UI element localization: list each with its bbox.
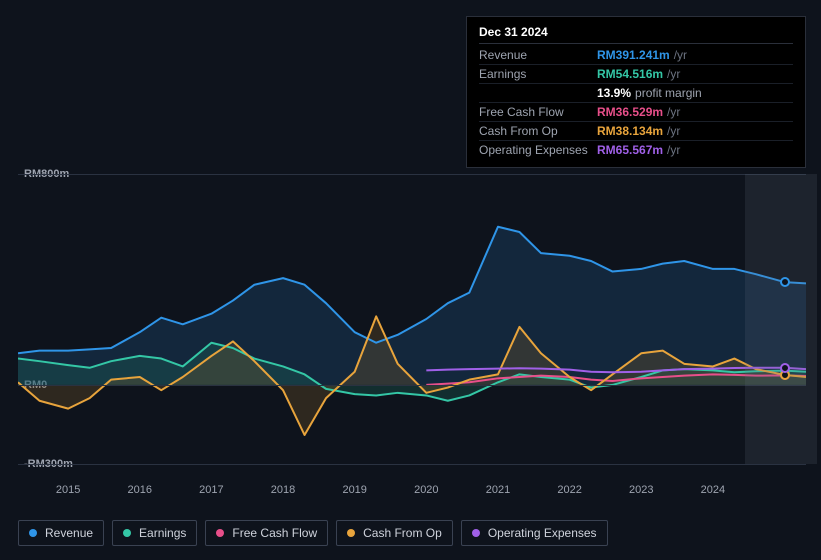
tooltip-value: RM38.134m: [597, 124, 663, 138]
legend-item-revenue[interactable]: Revenue: [18, 520, 104, 546]
tooltip-label: Revenue: [479, 48, 597, 62]
x-axis-label: 2018: [271, 484, 295, 496]
tooltip-row: 13.9%profit margin: [479, 84, 793, 103]
tooltip-row: Free Cash FlowRM36.529m/yr: [479, 103, 793, 122]
x-axis-label: 2019: [342, 484, 366, 496]
legend-label: Revenue: [45, 526, 93, 540]
tooltip-row: EarningsRM54.516m/yr: [479, 65, 793, 84]
x-axis-label: 2020: [414, 484, 438, 496]
legend-item-cash-from-op[interactable]: Cash From Op: [336, 520, 453, 546]
legend-label: Cash From Op: [363, 526, 442, 540]
tooltip-label: [479, 86, 597, 100]
tooltip-row: Operating ExpensesRM65.567m/yr: [479, 141, 793, 159]
tooltip-row: Cash From OpRM38.134m/yr: [479, 122, 793, 141]
tooltip-value: 13.9%: [597, 86, 631, 100]
chart-tooltip: Dec 31 2024 RevenueRM391.241m/yrEarnings…: [466, 16, 806, 168]
x-axis-label: 2017: [199, 484, 223, 496]
tooltip-value: RM391.241m: [597, 48, 670, 62]
x-axis-label: 2016: [128, 484, 152, 496]
tooltip-value: RM54.516m: [597, 67, 663, 81]
legend-label: Earnings: [139, 526, 186, 540]
legend-item-operating-expenses[interactable]: Operating Expenses: [461, 520, 608, 546]
hover-marker: [745, 174, 817, 464]
legend-item-free-cash-flow[interactable]: Free Cash Flow: [205, 520, 328, 546]
tooltip-row: RevenueRM391.241m/yr: [479, 46, 793, 65]
x-axis-label: 2022: [557, 484, 581, 496]
legend-dot-icon: [29, 529, 37, 537]
legend-label: Free Cash Flow: [232, 526, 317, 540]
tooltip-label: Earnings: [479, 67, 597, 81]
marker-dot-operating-expenses: [780, 363, 790, 373]
legend-dot-icon: [472, 529, 480, 537]
x-axis: 2015 2016 2017 2018 2019 2020 2021 2022 2023 2024: [18, 484, 806, 504]
chart-legend: Revenue Earnings Free Cash Flow Cash From O…: [18, 520, 608, 546]
tooltip-label: Free Cash Flow: [479, 105, 597, 119]
gridline: [18, 464, 806, 465]
tooltip-label: Operating Expenses: [479, 143, 597, 157]
legend-dot-icon: [123, 529, 131, 537]
legend-dot-icon: [216, 529, 224, 537]
tooltip-date: Dec 31 2024: [479, 25, 793, 44]
x-axis-label: 2015: [56, 484, 80, 496]
x-axis-label: 2021: [486, 484, 510, 496]
tooltip-value: RM36.529m: [597, 105, 663, 119]
chart-plot[interactable]: [18, 174, 806, 464]
legend-dot-icon: [347, 529, 355, 537]
gridline: [18, 174, 806, 175]
x-axis-label: 2023: [629, 484, 653, 496]
legend-item-earnings[interactable]: Earnings: [112, 520, 197, 546]
tooltip-label: Cash From Op: [479, 124, 597, 138]
tooltip-value: RM65.567m: [597, 143, 663, 157]
x-axis-label: 2024: [701, 484, 725, 496]
gridline: [18, 385, 806, 386]
marker-dot-revenue: [780, 277, 790, 287]
legend-label: Operating Expenses: [488, 526, 597, 540]
chart-area: RM800mRM0-RM300m: [18, 160, 806, 490]
